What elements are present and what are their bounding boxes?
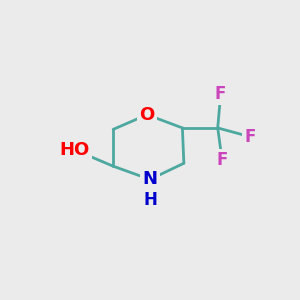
Text: F: F xyxy=(244,128,256,146)
Text: N: N xyxy=(142,170,158,188)
Text: HO: HO xyxy=(60,141,90,159)
Text: F: F xyxy=(215,85,226,103)
Text: H: H xyxy=(143,191,157,209)
Text: O: O xyxy=(140,106,155,124)
Text: F: F xyxy=(217,151,228,169)
